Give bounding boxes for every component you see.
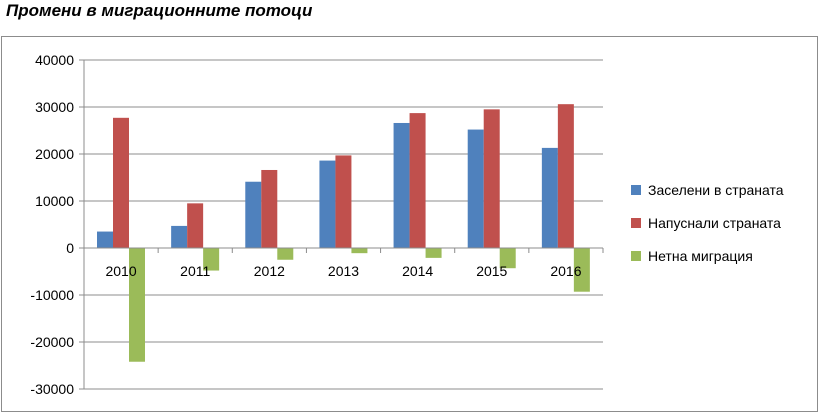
bar-3-2011 xyxy=(203,248,220,271)
bar-3-2016 xyxy=(573,248,590,292)
bar-1-2010 xyxy=(97,231,113,248)
bar-3-2015 xyxy=(499,248,516,269)
y-tick-label: -10000 xyxy=(30,287,74,303)
y-tick-label: 40000 xyxy=(35,52,74,68)
bar-2-2013 xyxy=(335,155,352,248)
page-title: Промени в миграционните потоци xyxy=(6,1,313,20)
legend-swatch xyxy=(631,218,641,228)
x-tick-label: 2010 xyxy=(105,263,136,279)
y-tick-label: 0 xyxy=(66,240,74,256)
legend-swatch xyxy=(631,251,641,261)
y-tick-label: -20000 xyxy=(30,334,74,350)
bars xyxy=(83,104,604,362)
bar-1-2013 xyxy=(319,160,336,248)
bar-3-2010 xyxy=(129,248,145,362)
legend-label: Напуснали страната xyxy=(648,215,781,231)
bar-1-2012 xyxy=(245,181,262,248)
y-tick-label: -30000 xyxy=(30,381,74,397)
x-tick-label: 2013 xyxy=(328,263,359,279)
x-tick-label: 2012 xyxy=(254,263,285,279)
bar-1-2016 xyxy=(541,147,558,248)
legend-label: Заселени в страната xyxy=(648,182,784,198)
bar-2-2010 xyxy=(113,117,129,248)
legend-label: Нетна миграция xyxy=(648,248,753,264)
bar-2-2015 xyxy=(483,109,500,248)
bar-3-2012 xyxy=(277,248,294,260)
x-tick-label: 2014 xyxy=(402,263,433,279)
bar-1-2015 xyxy=(467,129,484,248)
bar-2-2012 xyxy=(261,169,278,248)
x-tick-label: 2015 xyxy=(476,263,507,279)
y-tick-label: 30000 xyxy=(35,99,74,115)
bar-2-2011 xyxy=(187,203,204,248)
y-tick-label: 20000 xyxy=(35,146,74,162)
bar-2-2016 xyxy=(557,104,574,249)
legend-swatch xyxy=(631,185,641,195)
bar-1-2014 xyxy=(393,122,410,248)
bar-3-2014 xyxy=(425,248,442,258)
bar-2-2014 xyxy=(409,113,426,248)
y-tick-label: 10000 xyxy=(35,193,74,209)
y-axis: 40000 30000 20000 10000 0 -10000 -20000 -30000 xyxy=(30,52,85,397)
bar-1-2011 xyxy=(171,225,188,248)
legend: Заселени в страната Напуснали страната Нет… xyxy=(631,182,784,264)
x-tick-label: 2011 xyxy=(180,263,210,279)
bar-3-2013 xyxy=(351,248,368,254)
x-tick-label: 2016 xyxy=(550,263,581,279)
category-labels: 2010 2011 2012 2013 2014 2015 2016 xyxy=(105,263,581,279)
